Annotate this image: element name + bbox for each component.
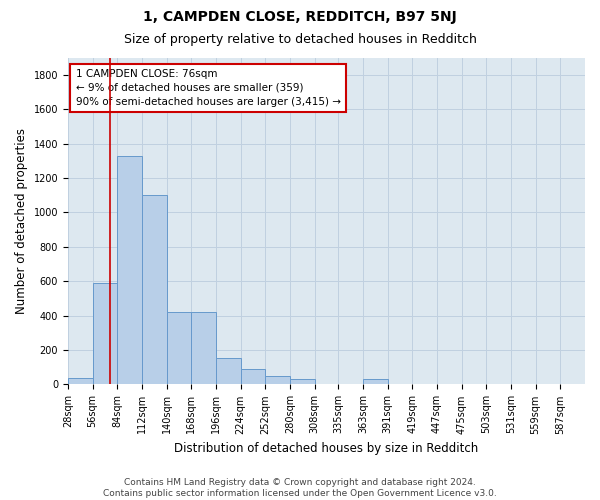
Bar: [142, 195, 167, 384]
Bar: [167, 312, 191, 384]
Y-axis label: Number of detached properties: Number of detached properties: [15, 128, 28, 314]
X-axis label: Distribution of detached houses by size in Redditch: Distribution of detached houses by size …: [175, 442, 479, 455]
Text: Contains HM Land Registry data © Crown copyright and database right 2024.
Contai: Contains HM Land Registry data © Crown c…: [103, 478, 497, 498]
Bar: [363, 380, 388, 384]
Bar: [241, 369, 265, 384]
Bar: [290, 380, 314, 384]
Text: Size of property relative to detached houses in Redditch: Size of property relative to detached ho…: [124, 32, 476, 46]
Bar: [265, 376, 290, 384]
Bar: [216, 358, 241, 384]
Bar: [117, 156, 142, 384]
Text: 1 CAMPDEN CLOSE: 76sqm
← 9% of detached houses are smaller (359)
90% of semi-det: 1 CAMPDEN CLOSE: 76sqm ← 9% of detached …: [76, 69, 341, 107]
Bar: [68, 378, 92, 384]
Bar: [92, 283, 117, 384]
Text: 1, CAMPDEN CLOSE, REDDITCH, B97 5NJ: 1, CAMPDEN CLOSE, REDDITCH, B97 5NJ: [143, 10, 457, 24]
Bar: [191, 312, 216, 384]
